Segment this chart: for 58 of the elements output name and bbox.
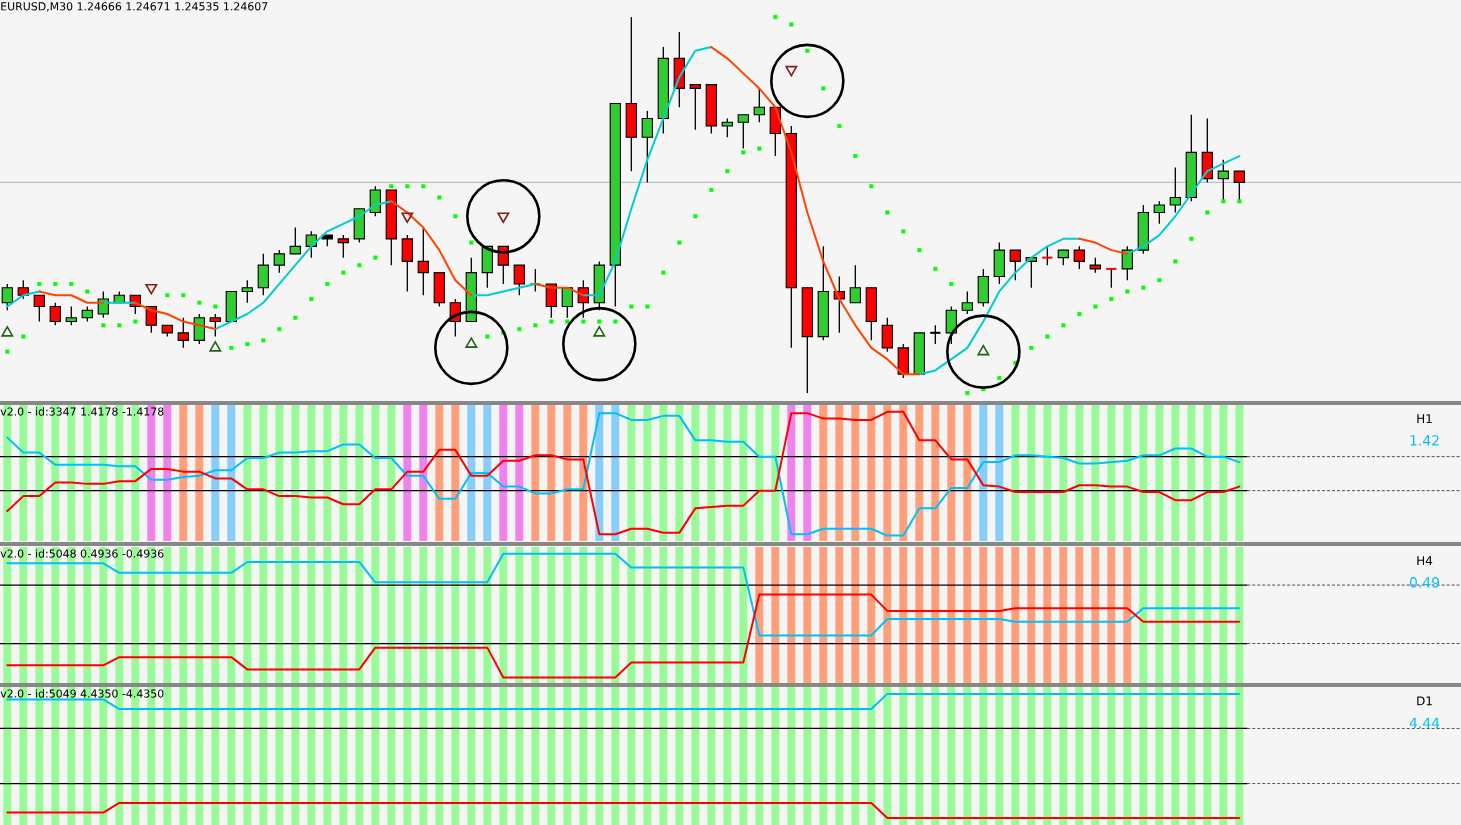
- text: D1: [1417, 696, 1432, 706]
- chart-title: EURUSD,M30 1.24666 1.24671 1.24535 1.24607: [1, 2, 268, 12]
- candlestick: [1233, 170, 1245, 202]
- text: 4.44: [1409, 717, 1440, 728]
- candlestick: [721, 117, 733, 138]
- text: H1: [1417, 414, 1432, 423]
- candlestick: [193, 313, 205, 345]
- text: H4: [1417, 556, 1433, 565]
- candlestick: [1041, 245, 1054, 266]
- candlestick: [1073, 245, 1085, 270]
- point: [401, 212, 414, 224]
- candlestick: [1009, 249, 1021, 281]
- point: [785, 65, 798, 77]
- candlestick: [1, 283, 13, 311]
- candlestick: [753, 87, 765, 123]
- candlestick: [641, 110, 653, 184]
- point: [770, 43, 845, 119]
- chart-title: v2.0 - id:3347 1.4178 -1.4178: [0, 407, 164, 416]
- point: [562, 306, 637, 382]
- point: [977, 344, 990, 356]
- candlestick: [849, 264, 861, 304]
- candlestick: [401, 234, 413, 293]
- text: 1.42: [1410, 435, 1439, 446]
- text: 0.49: [1409, 577, 1440, 588]
- point: [434, 310, 509, 386]
- candlestick: [1105, 267, 1118, 289]
- candlestick: [881, 317, 893, 353]
- point: [946, 314, 1021, 389]
- candlestick: [369, 185, 381, 217]
- candlestick: [545, 283, 557, 319]
- candlestick: [1169, 166, 1181, 214]
- chart-title: v2.0 - id:5049 4.4350 -4.4350: [0, 689, 164, 698]
- point: [465, 337, 478, 348]
- point: [466, 178, 541, 254]
- candlestick: [33, 294, 45, 323]
- candlestick: [49, 302, 61, 326]
- candlestick: [1217, 159, 1229, 202]
- candlestick: [1121, 245, 1133, 281]
- point: [1, 326, 14, 337]
- chart-title: v2.0 - id:5048 0.4936 -0.4936: [0, 549, 164, 558]
- candlestick: [737, 114, 749, 150]
- candlestick: [337, 234, 349, 259]
- candlestick: [961, 290, 973, 315]
- candlestick: [273, 249, 285, 274]
- candlestick: [513, 264, 525, 296]
- candlestick: [689, 84, 701, 131]
- point: [209, 341, 222, 352]
- point: [593, 326, 606, 337]
- candlestick: [241, 279, 253, 304]
- candlestick: [1153, 200, 1165, 225]
- candlestick: [929, 324, 942, 345]
- candlestick: [289, 226, 301, 255]
- candlestick: [65, 305, 77, 326]
- point: [145, 283, 158, 295]
- candlestick: [209, 313, 221, 338]
- candlestick: [177, 317, 189, 349]
- candlestick: [257, 253, 269, 296]
- point: [497, 212, 510, 224]
